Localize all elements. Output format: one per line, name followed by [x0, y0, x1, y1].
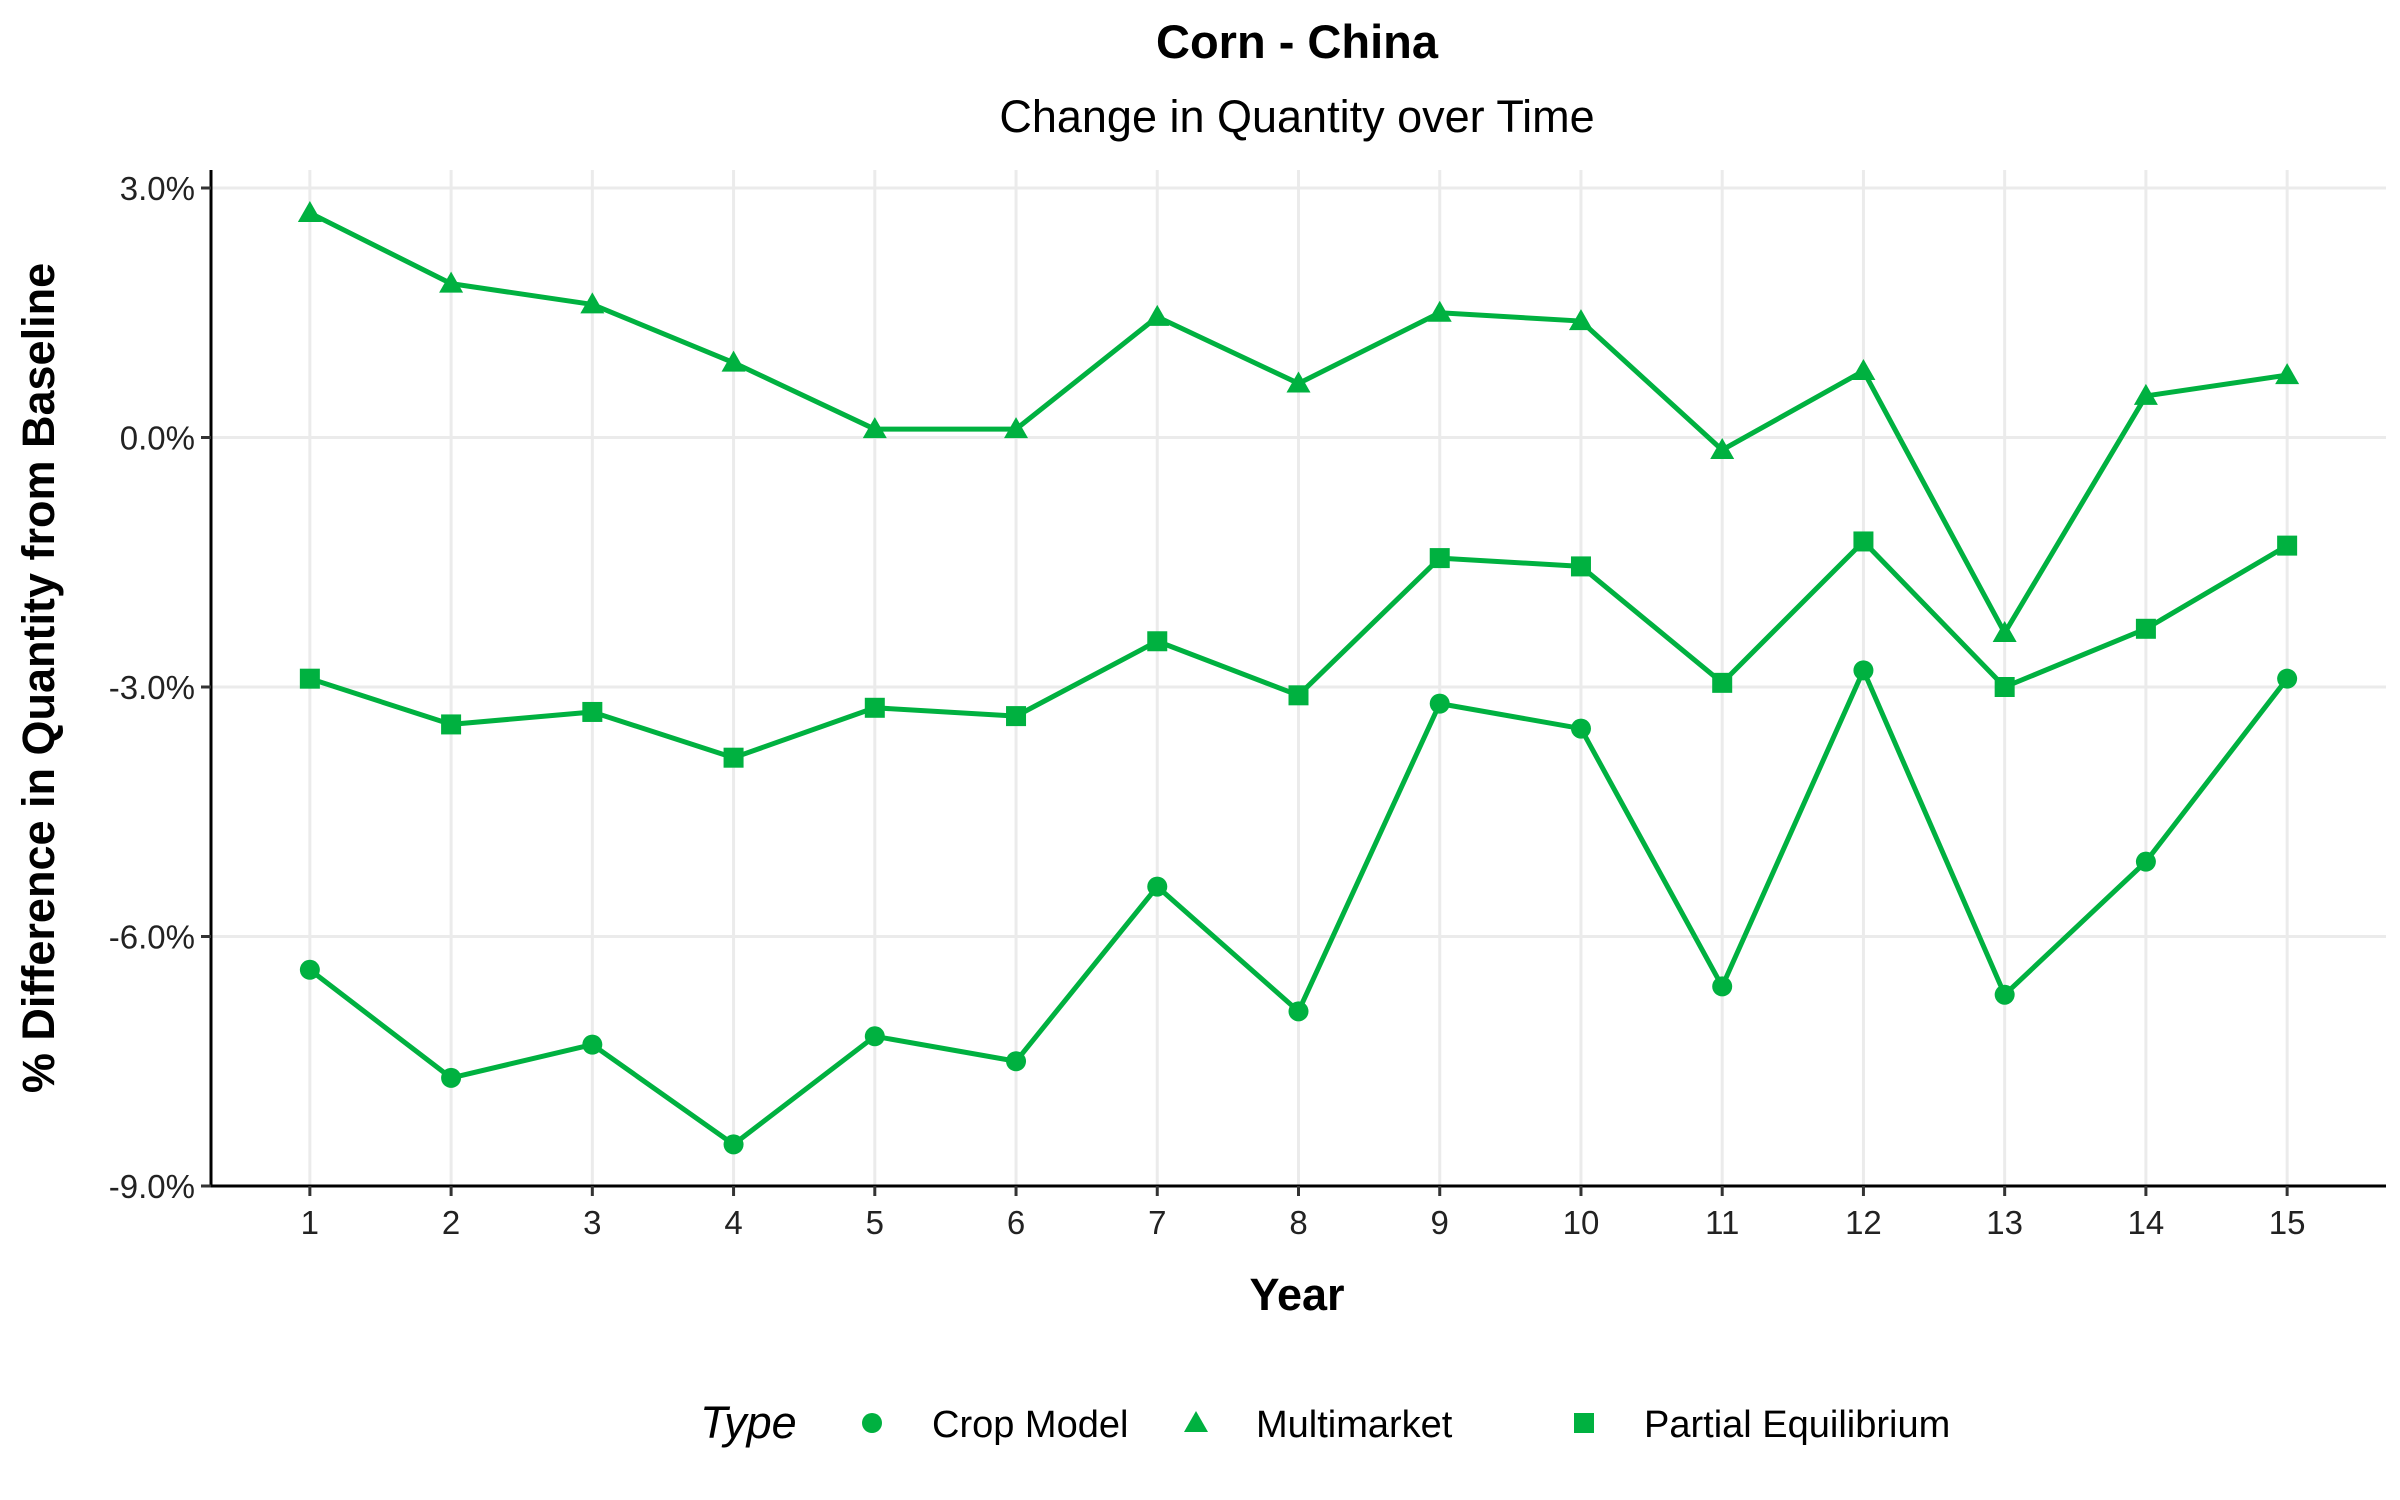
data-point-crop-model — [1288, 1001, 1309, 1022]
series-layer — [297, 200, 2300, 1155]
legend-item-crop-model: Crop Model — [862, 1404, 1128, 1446]
data-point-multimarket — [721, 350, 746, 372]
x-tick-label: 4 — [724, 1204, 742, 1241]
chart-subtitle: Change in Quantity over Time — [999, 91, 1594, 142]
y-tick-label: 3.0% — [120, 170, 195, 207]
data-point-crop-model — [1712, 976, 1733, 997]
data-point-partial-equilibrium — [2135, 618, 2156, 639]
data-point-multimarket — [1568, 309, 1593, 331]
data-point-crop-model — [1853, 660, 1874, 681]
data-point-partial-equilibrium — [1429, 548, 1450, 569]
legend-item-multimarket: Multimarket — [1184, 1404, 1453, 1446]
x-tick-label: 15 — [2269, 1204, 2306, 1241]
data-point-partial-equilibrium — [1288, 685, 1309, 706]
data-point-crop-model — [1429, 693, 1450, 714]
data-point-multimarket — [439, 271, 464, 293]
y-tick-label: -9.0% — [109, 1168, 195, 1205]
legend-key-partial-equilibrium — [1574, 1413, 1594, 1433]
data-point-crop-model — [2277, 668, 2298, 689]
data-point-multimarket — [1145, 304, 1170, 326]
legend-key-crop-model — [862, 1413, 882, 1433]
data-point-multimarket — [862, 417, 887, 439]
x-axis-ticks: 1 2 3 4 5 6 7 8 9 10 11 12 13 14 15 — [301, 1186, 2306, 1241]
data-point-partial-equilibrium — [1006, 706, 1027, 727]
data-point-partial-equilibrium — [299, 668, 320, 689]
data-point-crop-model — [582, 1034, 603, 1055]
data-point-multimarket — [580, 292, 605, 314]
data-point-multimarket — [1710, 437, 1735, 459]
data-point-crop-model — [299, 959, 320, 980]
x-tick-label: 9 — [1431, 1204, 1449, 1241]
data-point-partial-equilibrium — [2277, 535, 2298, 556]
data-point-crop-model — [2135, 851, 2156, 872]
x-tick-label: 11 — [1705, 1204, 1739, 1241]
data-point-crop-model — [1147, 876, 1168, 897]
data-point-partial-equilibrium — [441, 714, 462, 735]
y-axis-ticks: 3.0% 0.0% -3.0% -6.0% -9.0% — [109, 170, 211, 1205]
data-point-multimarket — [2133, 383, 2158, 405]
y-tick-label: -3.0% — [109, 669, 195, 706]
legend-label-crop-model: Crop Model — [932, 1404, 1128, 1446]
legend: Type Crop Model Multimarket Partial Equili… — [700, 1397, 1950, 1448]
data-point-crop-model — [1994, 984, 2015, 1005]
x-tick-label: 5 — [866, 1204, 884, 1241]
y-tick-label: -6.0% — [109, 919, 195, 956]
legend-label-partial-equilibrium: Partial Equilibrium — [1644, 1404, 1950, 1446]
x-tick-label: 10 — [1563, 1204, 1600, 1241]
legend-item-partial-equilibrium: Partial Equilibrium — [1574, 1404, 1950, 1446]
legend-items: Crop Model Multimarket Partial Equilibrium — [862, 1404, 1950, 1446]
data-point-crop-model — [441, 1067, 462, 1088]
data-point-multimarket — [1427, 300, 1452, 322]
x-tick-label: 2 — [442, 1204, 460, 1241]
data-point-partial-equilibrium — [723, 747, 744, 768]
x-tick-label: 3 — [583, 1204, 601, 1241]
y-axis-title: % Difference in Quantity from Baseline — [13, 263, 64, 1093]
data-point-partial-equilibrium — [582, 701, 603, 722]
data-point-crop-model — [1006, 1051, 1027, 1072]
x-tick-label: 14 — [2128, 1204, 2165, 1241]
x-tick-label: 12 — [1845, 1204, 1882, 1241]
x-tick-label: 6 — [1007, 1204, 1025, 1241]
legend-key-multimarket — [1184, 1411, 1208, 1432]
data-point-partial-equilibrium — [1994, 677, 2015, 697]
data-point-crop-model — [864, 1026, 885, 1047]
chart-title: Corn - China — [1156, 15, 1439, 68]
series-multimarket — [297, 200, 2300, 642]
series-partial-equilibrium — [299, 531, 2298, 768]
legend-title: Type — [700, 1397, 797, 1448]
data-point-multimarket — [1004, 417, 1029, 439]
data-point-multimarket — [297, 200, 322, 222]
series-crop-model — [299, 660, 2298, 1155]
x-tick-label: 7 — [1148, 1204, 1166, 1241]
legend-label-multimarket: Multimarket — [1256, 1404, 1453, 1446]
data-point-crop-model — [723, 1134, 744, 1155]
data-point-multimarket — [1286, 371, 1311, 393]
data-point-multimarket — [1851, 358, 1876, 380]
data-point-partial-equilibrium — [1712, 672, 1733, 693]
x-axis-title: Year — [1249, 1269, 1344, 1320]
data-point-partial-equilibrium — [1147, 631, 1168, 652]
x-tick-label: 8 — [1289, 1204, 1307, 1241]
data-point-partial-equilibrium — [1853, 531, 1874, 552]
data-point-multimarket — [2275, 363, 2300, 385]
x-tick-label: 13 — [1986, 1204, 2023, 1241]
y-tick-label: 0.0% — [120, 420, 195, 457]
data-point-multimarket — [1992, 620, 2017, 642]
data-point-crop-model — [1570, 718, 1591, 739]
data-point-partial-equilibrium — [864, 697, 885, 718]
data-point-partial-equilibrium — [1570, 556, 1591, 577]
x-tick-label: 1 — [301, 1204, 319, 1241]
